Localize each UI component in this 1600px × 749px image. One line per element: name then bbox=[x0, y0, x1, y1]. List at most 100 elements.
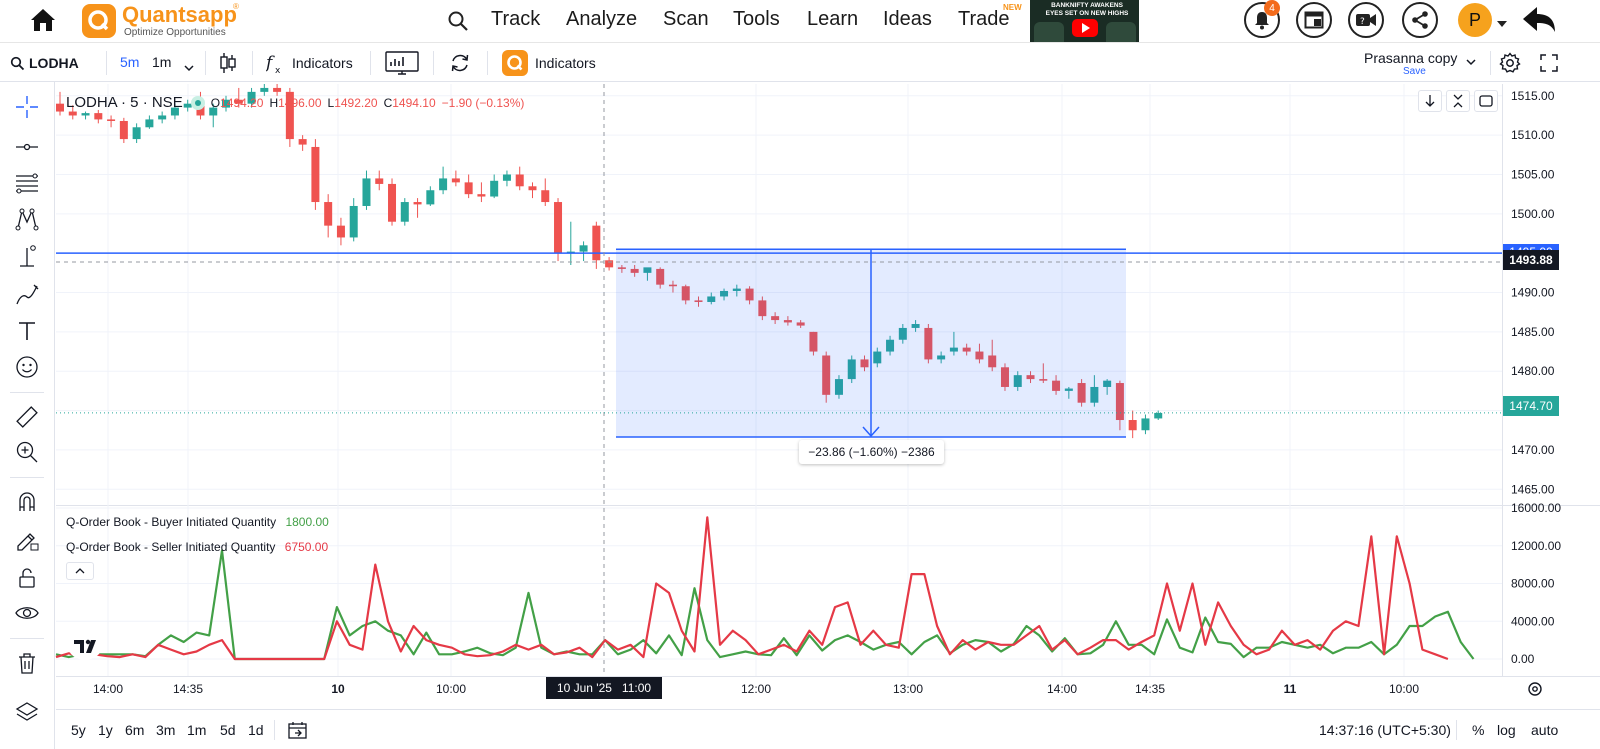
candle[interactable] bbox=[681, 286, 690, 301]
nav-trade[interactable]: Trade bbox=[958, 8, 1010, 30]
layout-save-label[interactable]: Save bbox=[1403, 66, 1426, 77]
candle[interactable] bbox=[464, 182, 473, 195]
range-1d[interactable]: 1d bbox=[248, 722, 264, 738]
candle[interactable] bbox=[579, 245, 588, 252]
candle[interactable] bbox=[145, 119, 154, 128]
candle[interactable] bbox=[873, 351, 882, 364]
user-avatar[interactable]: P bbox=[1458, 3, 1492, 37]
eye-icon[interactable] bbox=[12, 598, 42, 628]
avatar-dropdown-caret-icon[interactable] bbox=[1497, 16, 1507, 27]
candle[interactable] bbox=[1064, 388, 1073, 391]
candle[interactable] bbox=[362, 178, 371, 206]
candle[interactable] bbox=[1052, 380, 1061, 391]
pattern-icon[interactable] bbox=[12, 204, 42, 234]
crosshair-icon[interactable] bbox=[12, 92, 42, 122]
candle[interactable] bbox=[1013, 375, 1022, 387]
fib-retracement-icon[interactable] bbox=[12, 168, 42, 198]
candle[interactable] bbox=[1077, 383, 1086, 403]
magnet-icon[interactable] bbox=[12, 487, 42, 517]
candle-type-icon[interactable] bbox=[218, 52, 238, 74]
interval-1m[interactable]: 1m bbox=[152, 54, 172, 70]
candle[interactable] bbox=[592, 225, 601, 261]
text-icon[interactable] bbox=[12, 316, 42, 346]
range-1m[interactable]: 1m bbox=[187, 722, 207, 738]
candle[interactable] bbox=[349, 205, 358, 238]
candle[interactable] bbox=[400, 202, 409, 222]
refresh-icon[interactable] bbox=[449, 52, 471, 74]
candle[interactable] bbox=[630, 268, 639, 273]
candle[interactable] bbox=[668, 284, 677, 287]
legend-title[interactable]: LODHA · 5 · NSE bbox=[66, 94, 183, 111]
candle[interactable] bbox=[745, 288, 754, 301]
brush-icon[interactable] bbox=[12, 280, 42, 310]
nav-ideas[interactable]: Ideas bbox=[883, 8, 932, 30]
candle[interactable] bbox=[132, 127, 141, 140]
tradingview-logo-icon[interactable] bbox=[68, 632, 102, 660]
candle[interactable] bbox=[949, 347, 958, 352]
candle[interactable] bbox=[260, 87, 269, 92]
buyer-quantity-line[interactable] bbox=[55, 549, 1475, 661]
candle[interactable] bbox=[720, 290, 729, 297]
candle[interactable] bbox=[988, 355, 997, 368]
screener-monitor-icon[interactable] bbox=[384, 50, 420, 76]
candle[interactable] bbox=[1090, 386, 1099, 403]
candle[interactable] bbox=[196, 103, 205, 116]
candle[interactable] bbox=[56, 103, 64, 112]
candle[interactable] bbox=[528, 186, 537, 191]
emoji-icon[interactable] bbox=[12, 352, 42, 382]
candle[interactable] bbox=[732, 288, 741, 291]
edit-lock-pencil-icon[interactable] bbox=[12, 524, 42, 554]
axis-settings-icon[interactable] bbox=[1526, 680, 1544, 698]
scroll-down-button[interactable] bbox=[1418, 90, 1442, 112]
nav-learn[interactable]: Learn bbox=[807, 8, 859, 30]
quantsapp-logo[interactable]: Quantsapp ® Optimize Opportunities bbox=[82, 2, 242, 40]
candle[interactable] bbox=[311, 146, 320, 203]
promo-banner[interactable]: BANKNIFTY AWAKENS EYES SET ON NEW HIGHS bbox=[1030, 0, 1139, 42]
candle[interactable] bbox=[783, 320, 792, 323]
candle[interactable] bbox=[1115, 383, 1124, 421]
range-3m[interactable]: 3m bbox=[156, 722, 176, 738]
candle[interactable] bbox=[937, 355, 946, 360]
clock-timezone[interactable]: 14:37:16 (UTC+5:30) bbox=[1319, 722, 1451, 738]
candle[interactable] bbox=[1039, 379, 1048, 381]
candle[interactable] bbox=[324, 202, 333, 226]
candle[interactable] bbox=[643, 267, 652, 273]
candle[interactable] bbox=[962, 347, 971, 352]
range-6m[interactable]: 6m bbox=[125, 722, 145, 738]
candle[interactable] bbox=[413, 202, 422, 205]
video-camera-icon[interactable]: ? bbox=[1348, 2, 1384, 38]
candle[interactable] bbox=[541, 190, 550, 203]
candle[interactable] bbox=[809, 331, 818, 352]
seller-label[interactable]: Q-Order Book - Seller Initiated Quantity bbox=[66, 540, 276, 554]
candle[interactable] bbox=[247, 91, 256, 104]
candle[interactable] bbox=[426, 190, 435, 205]
candle[interactable] bbox=[68, 111, 77, 116]
candle[interactable] bbox=[119, 120, 128, 140]
candle[interactable] bbox=[170, 107, 179, 116]
trash-icon[interactable] bbox=[12, 648, 42, 678]
candle[interactable] bbox=[694, 300, 703, 302]
candle[interactable] bbox=[911, 324, 920, 328]
symbol-search[interactable]: LODHA bbox=[10, 53, 79, 73]
candle[interactable] bbox=[834, 379, 843, 395]
candle[interactable] bbox=[822, 355, 831, 395]
layout-selector[interactable]: Prasanna copy Save bbox=[1352, 47, 1482, 79]
candle[interactable] bbox=[234, 99, 243, 104]
candle[interactable] bbox=[554, 202, 563, 254]
candle[interactable] bbox=[796, 322, 805, 326]
layers-icon[interactable] bbox=[12, 697, 42, 727]
go-to-date-icon[interactable] bbox=[287, 720, 309, 740]
seller-quantity-line[interactable] bbox=[55, 516, 1449, 661]
range-5y[interactable]: 5y bbox=[71, 722, 86, 738]
candle[interactable] bbox=[107, 119, 116, 121]
home-icon[interactable] bbox=[28, 6, 58, 34]
ruler-icon[interactable] bbox=[12, 402, 42, 432]
q-indicators-button[interactable]: Indicators bbox=[502, 50, 596, 76]
price-range-icon[interactable] bbox=[12, 242, 42, 272]
zoom-in-icon[interactable] bbox=[12, 437, 42, 467]
candle[interactable] bbox=[477, 194, 486, 197]
candle[interactable] bbox=[451, 178, 460, 183]
candle[interactable] bbox=[1128, 420, 1137, 431]
